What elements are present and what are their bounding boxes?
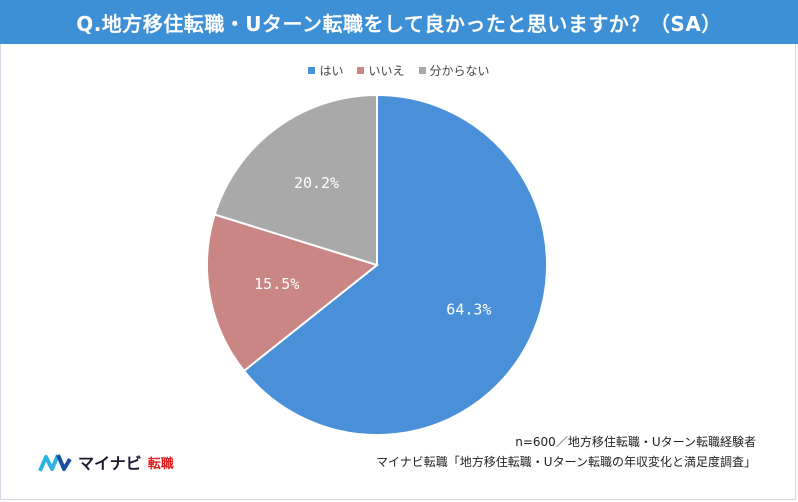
- mynavi-mark-icon: [38, 454, 72, 472]
- logo-accent-text: 転職: [147, 456, 174, 472]
- legend-label-no: いいえ: [368, 64, 405, 78]
- chart-title: Q.地方移住転職・Uターン転職をして良かったと思いますか？（SA）: [0, 0, 798, 44]
- source-note: マイナビ転職「地方移住転職・Uターン転職の年収変化と満足度調査」: [376, 455, 756, 469]
- slice-yes: [242, 93, 548, 436]
- legend-item-unsure: 分からない: [418, 62, 490, 79]
- logo-brand-text: マイナビ: [78, 454, 142, 473]
- legend-label-yes: はい: [319, 64, 344, 78]
- mynavi-logo: マイナビ 転職: [38, 450, 174, 474]
- legend-swatch-no: [357, 67, 365, 74]
- slice-label-yes: 64.3%: [446, 300, 491, 318]
- chart-legend: はい いいえ 分からない: [0, 62, 798, 79]
- slice-unsure: [213, 93, 378, 267]
- slice-no: [206, 213, 380, 373]
- sample-note: n=600／地方移住転職・Uターン転職経験者: [515, 435, 756, 449]
- footnote: n=600／地方移住転職・Uターン転職経験者 マイナビ転職「地方移住転職・Uター…: [376, 432, 756, 472]
- slice-label-no: 15.5%: [254, 275, 299, 293]
- legend-item-yes: はい: [308, 62, 343, 79]
- slice-label-unsure: 20.2%: [294, 174, 339, 192]
- legend-swatch-unsure: [418, 67, 426, 74]
- legend-swatch-yes: [308, 67, 316, 74]
- legend-label-unsure: 分からない: [429, 64, 490, 78]
- legend-item-no: いいえ: [357, 62, 405, 79]
